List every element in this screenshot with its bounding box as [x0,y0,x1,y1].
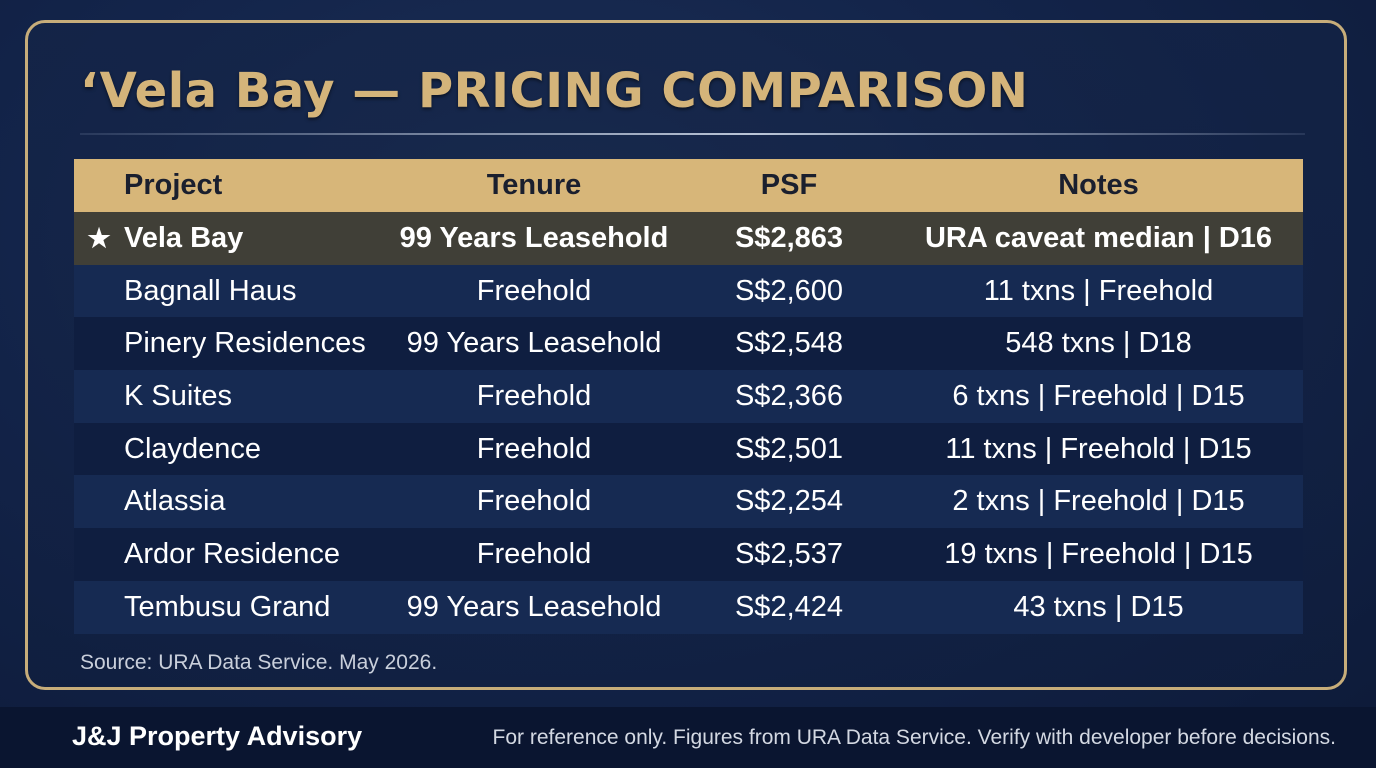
cell-notes: 548 txns | D18 [1005,327,1192,360]
cell-project: K Suites [124,379,232,412]
cell-tenure: Freehold [476,274,592,307]
table-row: Tembusu Grand 99 Years Leasehold S$2,424… [74,580,1303,634]
table-row: Pinery Residences 99 Years Leasehold S$2… [74,317,1303,371]
title-divider [80,133,1305,135]
cell-notes: 19 txns | Freehold | D15 [944,537,1253,570]
header-notes: Notes [1058,169,1139,201]
cell-tenure: Freehold [476,432,592,465]
star-icon: ★ [87,222,111,253]
brand-name: J&J Property Advisory [72,721,363,751]
cell-psf: S$2,537 [734,537,844,570]
cell-project: Vela Bay [124,221,244,254]
disclaimer-text: For reference only. Figures from URA Dat… [492,726,1336,749]
header-project: Project [124,169,223,201]
cell-project: Atlassia [124,485,226,518]
table-row-featured: ★ Vela Bay 99 Years Leasehold S$2,863 UR… [74,212,1303,265]
cell-notes: 11 txns | Freehold [983,274,1214,307]
table-row: Bagnall Haus Freehold S$2,600 11 txns | … [74,264,1303,318]
cell-tenure: Freehold [476,485,592,518]
cell-psf: S$2,600 [734,274,844,307]
cell-tenure: Freehold [476,379,592,412]
cell-project: Ardor Residence [124,537,340,570]
cell-psf: S$2,424 [734,590,844,623]
table-row: Ardor Residence Freehold S$2,537 19 txns… [74,528,1303,581]
cell-notes: 43 txns | D15 [1013,590,1184,623]
cell-psf: S$2,254 [734,485,844,518]
table-row: Claydence Freehold S$2,501 11 txns | Fre… [74,422,1303,476]
cell-psf: S$2,863 [734,221,844,254]
cell-tenure: Freehold [476,537,592,570]
pricing-table: Project Tenure PSF Notes ★ Vela Bay 99 Y… [74,159,1303,634]
cell-notes: 11 txns | Freehold | D15 [945,432,1252,465]
source-note: Source: URA Data Service. May 2026. [80,651,438,674]
table-row: K Suites Freehold S$2,366 6 txns | Freeh… [74,370,1303,423]
table-header: Project Tenure PSF Notes [74,159,1303,212]
cell-tenure: 99 Years Leasehold [406,590,662,623]
cell-tenure: 99 Years Leasehold [399,221,669,254]
footer-bar: J&J Property Advisory For reference only… [0,707,1376,768]
cell-project: Claydence [124,432,262,465]
cell-project: Bagnall Haus [124,274,297,307]
comparison-panel: ‘Vela Bay — PRICING COMPARISON Project T… [25,20,1347,690]
cell-notes: 2 txns | Freehold | D15 [952,485,1245,518]
cell-psf: S$2,501 [734,432,844,465]
header-psf: PSF [760,169,818,201]
cell-notes: URA caveat median | D16 [924,221,1273,254]
cell-project: Pinery Residences [124,327,366,360]
cell-psf: S$2,366 [734,379,844,412]
table-row: Atlassia Freehold S$2,254 2 txns | Freeh… [74,475,1303,529]
page-title: ‘Vela Bay — PRICING COMPARISON [80,63,1029,119]
cell-psf: S$2,548 [734,327,844,360]
cell-notes: 6 txns | Freehold | D15 [952,379,1245,412]
cell-tenure: 99 Years Leasehold [406,327,662,360]
header-tenure: Tenure [486,169,582,201]
cell-project: Tembusu Grand [124,590,331,623]
